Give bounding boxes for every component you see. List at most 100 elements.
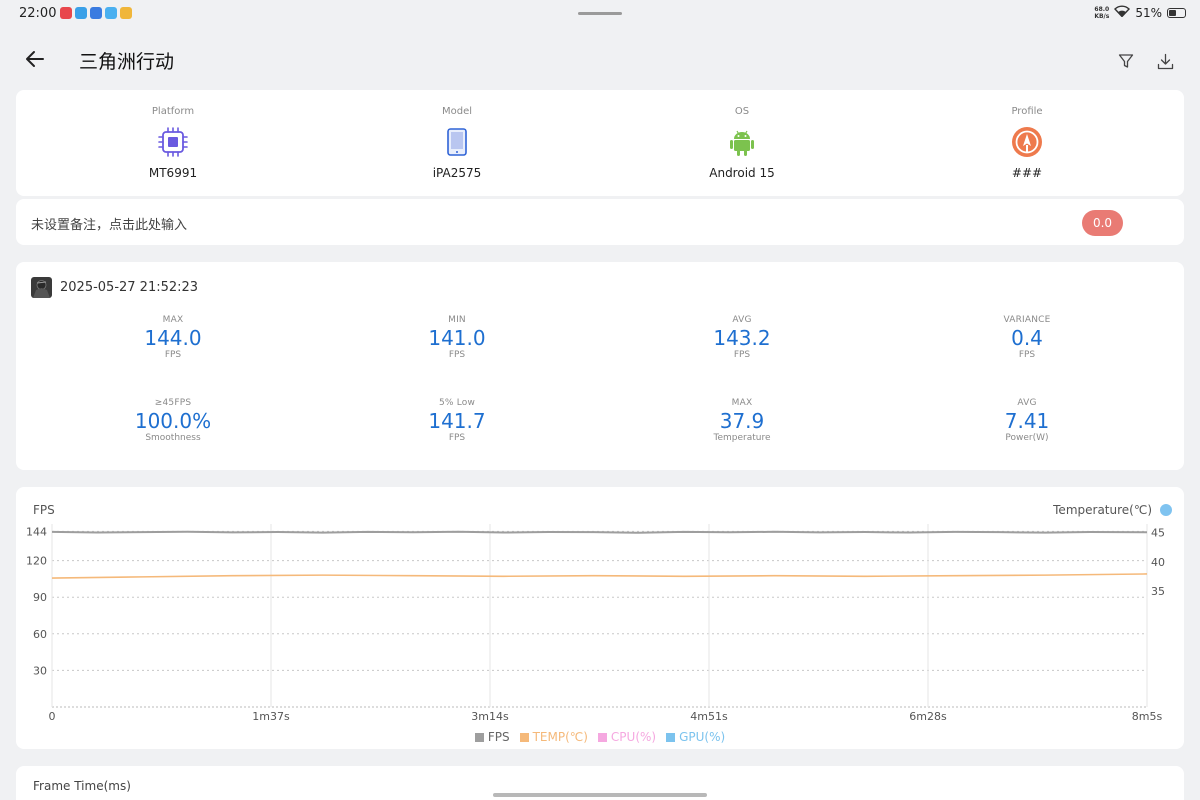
device-model-label: Model (441, 106, 473, 117)
x-tick-label: 6m28s (909, 710, 947, 723)
status-app-icon (60, 7, 72, 19)
device-platform-label: Platform (151, 106, 195, 117)
home-indicator[interactable] (493, 793, 707, 797)
x-tick-label: 8m5s (1132, 710, 1163, 723)
stat-value: 141.0 (428, 326, 486, 350)
note-card[interactable]: 未设置备注，点击此处输入 0.0 (16, 199, 1184, 245)
stat-unit: FPS (448, 350, 466, 360)
stat-item: 5% Low 141.7 FPS (311, 398, 603, 443)
y-tick-label: 60 (33, 628, 47, 641)
stat-value: 144.0 (144, 326, 202, 350)
status-app-icon (120, 7, 132, 19)
note-input[interactable]: 未设置备注，点击此处输入 (31, 218, 188, 233)
y-tick-label: 90 (33, 591, 47, 604)
legend-label: FPS (487, 730, 510, 744)
battery-icon (1167, 7, 1186, 18)
device-platform: Platform MT6991 (27, 90, 319, 180)
stat-unit: Temperature (713, 433, 771, 443)
status-app-icon (105, 7, 117, 19)
y-tick-label: 144 (26, 525, 47, 538)
chip-icon (157, 126, 189, 158)
legend-item[interactable]: FPS (474, 730, 510, 744)
download-button[interactable] (1154, 50, 1176, 72)
stat-value: 0.4 (1011, 326, 1043, 350)
arrow-left-icon (26, 51, 44, 67)
chart-y2-axis-title: Temperature(℃) (1053, 503, 1152, 517)
info-icon[interactable] (1160, 504, 1172, 516)
profile-icon (1011, 126, 1043, 158)
stat-item: ≥45FPS 100.0% Smoothness (27, 398, 319, 443)
legend-item[interactable]: CPU(%) (597, 730, 657, 744)
y2-tick-label: 45 (1151, 527, 1165, 540)
legend-swatch (666, 732, 676, 742)
stat-label: VARIANCE (1003, 315, 1051, 325)
fps-chart[interactable]: 144 120 90 60 30 0 1m37s 3m14s 4m51s 6m28s 8m5s 45 4… (16, 487, 1184, 727)
series-line-temp (51, 573, 1148, 579)
device-model: Model iPA2575 (311, 90, 603, 180)
stat-unit: FPS (733, 350, 751, 360)
device-os-value: Android 15 (709, 166, 775, 180)
stat-label: AVG (1017, 398, 1037, 408)
window-drag-handle[interactable] (578, 12, 622, 15)
status-right: 68.0 KB/s 51% (1094, 5, 1186, 20)
device-profile: Profile ### (881, 90, 1173, 180)
app-header: 三角洲行动 (0, 36, 1200, 82)
status-app-icon (75, 7, 87, 19)
back-button[interactable] (22, 46, 48, 72)
stat-unit: FPS (448, 433, 466, 443)
page-title: 三角洲行动 (79, 51, 175, 73)
session-stats-card: 2025-05-27 21:52:23 MAX 144.0 FPS MIN 141.0 F… (16, 262, 1184, 470)
score-badge: 0.0 (1082, 210, 1123, 236)
stat-value: 143.2 (713, 326, 771, 350)
stat-label: AVG (732, 315, 752, 325)
session-datetime: 2025-05-27 21:52:23 (60, 280, 199, 295)
device-os-label: OS (734, 106, 750, 117)
series-line-fps (51, 530, 1148, 534)
network-speed-value: 68.0 (1094, 5, 1110, 13)
chart-y-axis-title: FPS (33, 503, 55, 517)
legend-label: GPU(%) (679, 730, 726, 744)
status-app-icon (90, 7, 102, 19)
stat-label: 5% Low (438, 398, 476, 408)
network-speed: 68.0 KB/s (1094, 6, 1109, 20)
legend-swatch (474, 732, 484, 742)
y2-tick-label: 40 (1151, 556, 1165, 569)
legend-item[interactable]: TEMP(℃) (519, 730, 588, 744)
y-tick-label: 120 (26, 555, 47, 568)
stat-label: MIN (448, 315, 466, 325)
android-icon (726, 126, 758, 158)
legend-label: TEMP(℃) (532, 730, 588, 744)
legend-swatch (519, 732, 529, 742)
download-icon (1157, 53, 1173, 69)
legend-item[interactable]: GPU(%) (666, 730, 725, 744)
device-profile-label: Profile (1011, 106, 1043, 117)
stat-item: AVG 7.41 Power(W) (881, 398, 1173, 443)
filter-icon (1118, 54, 1134, 68)
x-tick-label: 1m37s (252, 710, 290, 723)
stat-label: MAX (731, 398, 753, 408)
fps-chart-card: 144 120 90 60 30 0 1m37s 3m14s 4m51s 6m28s 8m5s 45 4… (16, 487, 1184, 749)
legend-label: CPU(%) (610, 730, 657, 744)
device-info-card: Platform MT6991 Model iPA25 (16, 90, 1184, 196)
x-tick-label: 3m14s (471, 710, 509, 723)
status-app-icons (60, 7, 132, 19)
stat-value: 7.41 (1004, 409, 1050, 433)
stat-value: 141.7 (428, 409, 486, 433)
x-tick-label: 4m51s (690, 710, 728, 723)
stat-unit: FPS (1018, 350, 1036, 360)
wifi-icon (1114, 5, 1131, 20)
filter-button[interactable] (1115, 50, 1137, 72)
stat-item: MIN 141.0 FPS (311, 315, 603, 360)
status-time: 22:00 (19, 6, 57, 21)
x-tick-label: 0 (49, 710, 56, 723)
stat-value: 100.0% (134, 409, 212, 433)
device-os: OS Android 15 (596, 90, 888, 180)
network-speed-unit: KB/s (1094, 12, 1110, 20)
stat-value: 37.9 (719, 409, 765, 433)
stat-item: VARIANCE 0.4 FPS (881, 315, 1173, 360)
stat-label: ≥45FPS (154, 398, 192, 408)
device-model-value: iPA2575 (432, 166, 482, 180)
stat-unit: FPS (164, 350, 182, 360)
tablet-icon (441, 126, 473, 158)
stat-unit: Smoothness (145, 433, 201, 443)
